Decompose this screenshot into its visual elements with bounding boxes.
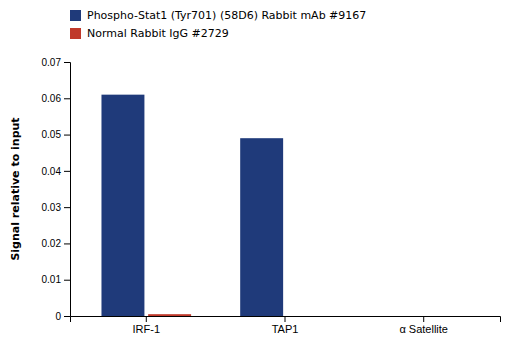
bars <box>101 95 283 316</box>
y-tick-mark <box>64 62 70 63</box>
legend: Phospho-Stat1 (Tyr701) (58D6) Rabbit mAb… <box>70 9 366 40</box>
bar-series <box>148 314 191 316</box>
y-tick-label: 0.04 <box>42 166 62 177</box>
y-tick-label: 0.01 <box>42 274 62 285</box>
legend-label: Normal Rabbit IgG #2729 <box>87 27 229 40</box>
y-tick: 0.03 <box>42 202 70 213</box>
y-tick-label: 0.02 <box>42 238 62 249</box>
legend-label: Phospho-Stat1 (Tyr701) (58D6) Rabbit mAb… <box>87 9 366 22</box>
y-tick-label: 0 <box>55 311 61 322</box>
y-tick-mark <box>64 98 70 99</box>
y-tick-label: 0.07 <box>42 57 62 68</box>
chart: IRF-1 TAP1 α Satellite 0 0.01 0.02 0.03 0.04 0.0… <box>0 0 520 350</box>
y-tick-mark <box>64 243 70 244</box>
y-tick: 0.01 <box>42 274 70 285</box>
legend-item: Phospho-Stat1 (Tyr701) (58D6) Rabbit mAb… <box>70 9 366 22</box>
y-tick: 0.06 <box>42 93 70 104</box>
x-tick: TAP1 <box>272 316 299 335</box>
x-tick-label: α Satellite <box>399 323 448 335</box>
legend-swatch <box>70 10 81 21</box>
legend-item: Normal Rabbit IgG #2729 <box>70 27 229 40</box>
bar <box>379 316 422 317</box>
y-tick: 0.02 <box>42 238 70 249</box>
bar <box>148 314 191 316</box>
y-axis: 0 0.01 0.02 0.03 0.04 0.05 0.06 0.07 <box>42 57 71 322</box>
x-tick-mark <box>285 316 286 322</box>
y-tick-mark <box>64 135 70 136</box>
bar <box>240 138 283 316</box>
y-tick-mark <box>64 207 70 208</box>
y-axis-title: Signal relative to input <box>9 117 22 260</box>
y-tick: 0 <box>55 311 70 322</box>
x-tick: IRF-1 <box>133 316 161 335</box>
bar <box>287 316 330 317</box>
y-tick-label: 0.03 <box>42 202 62 213</box>
y-tick-mark <box>64 171 70 172</box>
y-tick: 0.04 <box>42 166 70 177</box>
x-tick: α Satellite <box>399 316 448 335</box>
bar <box>426 316 469 317</box>
y-tick-mark <box>64 316 70 317</box>
bar <box>101 95 144 316</box>
x-tick-label: IRF-1 <box>133 323 161 335</box>
y-tick: 0.07 <box>42 57 70 68</box>
y-axis-line <box>64 63 71 317</box>
y-tick-label: 0.05 <box>42 129 62 140</box>
y-tick-mark <box>64 280 70 281</box>
plot: IRF-1 TAP1 α Satellite 0 0.01 0.02 0.03 0.04 0.0… <box>42 57 501 335</box>
x-tick-mark <box>146 316 147 322</box>
y-tick: 0.05 <box>42 129 70 140</box>
legend-swatch <box>70 28 81 39</box>
x-axis: IRF-1 TAP1 α Satellite <box>71 316 501 335</box>
bar-series <box>101 95 283 316</box>
x-tick-label: TAP1 <box>272 323 299 335</box>
x-tick-mark <box>423 316 424 322</box>
x-axis-line <box>71 317 501 323</box>
y-tick-label: 0.06 <box>42 93 62 104</box>
